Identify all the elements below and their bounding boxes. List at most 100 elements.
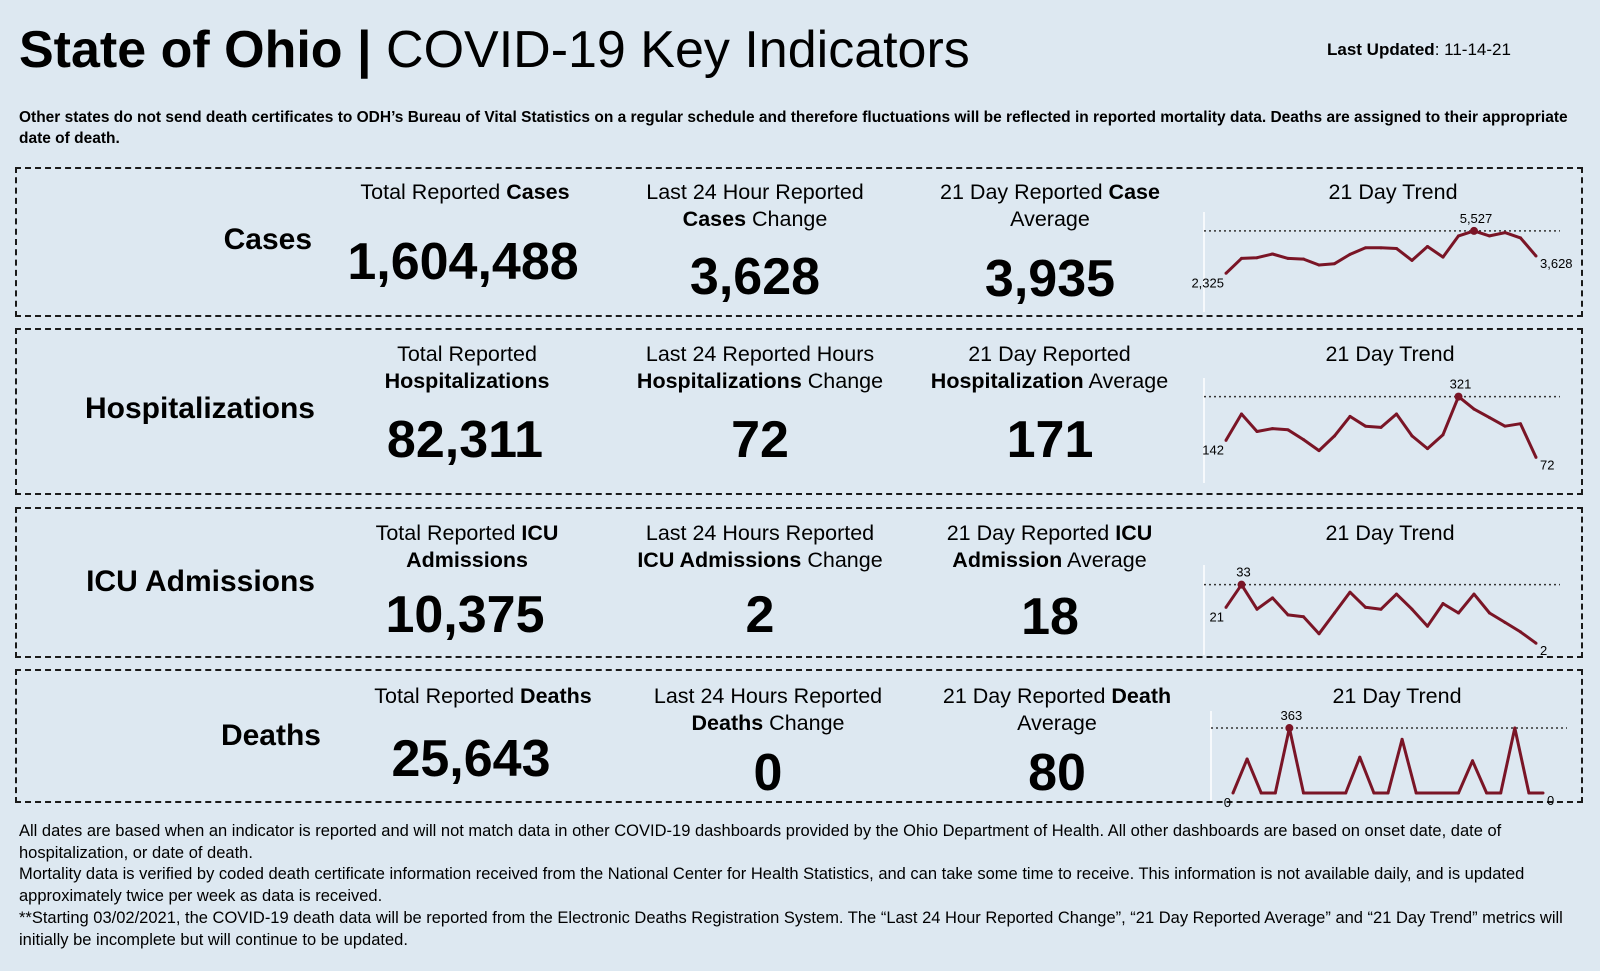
cases-total-heading: Total Reported Cases: [320, 179, 610, 206]
chart-data-point: [1457, 234, 1460, 238]
icu-avg-value: 18: [1021, 588, 1079, 646]
chart-data-point: [1317, 449, 1321, 453]
chart-data-point: [1302, 615, 1305, 619]
chart-data-point: [1503, 424, 1507, 428]
deaths-total-heading: Total Reported Deaths: [328, 683, 638, 710]
cases-total-value: 1,604,488: [347, 233, 579, 291]
chart-data-point: [1395, 246, 1398, 250]
hosp-avg-heading-post: Average: [1083, 369, 1169, 393]
last-updated-label: Last Updated: [1327, 40, 1435, 59]
chart-max-label: 5,527: [1460, 211, 1493, 226]
chart-data-point: [1224, 605, 1228, 609]
deaths-change-heading: Last 24 Hours Reported Deaths Change: [618, 683, 918, 737]
deaths-avg-heading-l2: Average: [1017, 711, 1097, 735]
chart-data-point: [1441, 602, 1445, 606]
icu-label: ICU Admissions: [86, 565, 315, 598]
hosp-change-heading-bold: Hospitalizations: [636, 369, 802, 393]
chart-data-point: [1426, 624, 1429, 628]
chart-data-point: [1395, 412, 1398, 416]
chart-data-point: [1503, 231, 1507, 235]
chart-data-point: [1316, 791, 1320, 795]
deaths-panel: Deaths Total Reported Deaths 25,643 Last…: [15, 669, 1583, 810]
chart-data-point: [1344, 791, 1348, 795]
chart-max-marker: [1470, 226, 1478, 235]
chart-data-point: [1488, 611, 1491, 615]
cases-change-heading-post: Change: [746, 207, 828, 231]
deaths-total-value: 25,643: [391, 730, 551, 788]
chart-data-point: [1255, 430, 1259, 434]
hosp-avg-heading: 21 Day Reported Hospitalization Average: [897, 341, 1202, 395]
last-updated-value: : 11-14-21: [1434, 40, 1511, 59]
chart-data-point: [1240, 256, 1243, 260]
footer-note-edrs: **Starting 03/02/2021, the COVID-19 deat…: [19, 908, 1563, 949]
icu-avg-heading-bold: ICU: [1115, 521, 1153, 545]
hosp-change-heading-l1: Last 24 Reported Hours: [645, 342, 875, 366]
chart-data-point: [1395, 592, 1398, 596]
deaths-avg-value: 80: [1028, 744, 1086, 802]
deaths-avg-heading-text: 21 Day Reported: [942, 684, 1112, 708]
chart-data-point: [1457, 611, 1460, 615]
cases-change-value: 3,628: [689, 248, 821, 306]
chart-data-point: [1224, 438, 1228, 442]
chart-data-point: [1472, 407, 1476, 411]
hosp-change-heading: Last 24 Reported Hours Hospitalizations …: [610, 341, 910, 395]
chart-data-point: [1379, 607, 1383, 611]
chart-max-marker: [1454, 392, 1463, 401]
chart-data-point: [1414, 791, 1418, 795]
chart-data-point: [1348, 590, 1352, 594]
deaths-change-heading-bold: Deaths: [691, 711, 764, 735]
footer-note-mortality: Mortality data is verified by coded deat…: [19, 865, 1525, 906]
chart-data-point: [1224, 271, 1228, 275]
chart-last-label: 3,628: [1540, 256, 1573, 271]
chart-data-point: [1333, 611, 1336, 615]
chart-data-point: [1273, 791, 1277, 795]
chart-data-point: [1271, 427, 1274, 431]
icu-change-heading-post: Change: [801, 548, 883, 572]
icu-total-heading-text: Total Reported: [375, 521, 522, 545]
chart-data-point: [1358, 755, 1362, 759]
chart-data-point: [1527, 791, 1531, 795]
footer-note-dates: All dates are based when an indicator is…: [19, 822, 1502, 862]
chart-data-point: [1541, 791, 1545, 795]
chart-data-point: [1534, 641, 1538, 645]
chart-data-point: [1519, 630, 1522, 634]
chart-data-point: [1472, 592, 1476, 596]
icu-total-heading: Total Reported ICU Admissions: [322, 520, 612, 574]
chart-data-point: [1513, 726, 1517, 730]
chart-max-label: 321: [1450, 377, 1472, 392]
icu-avg-heading-bold2: Admission: [952, 548, 1063, 572]
cases-avg-heading-text: 21 Day Reported: [940, 180, 1109, 204]
hosp-total-heading-l1: Total Reported: [397, 342, 537, 366]
cases-avg-heading-l2: Average: [1010, 207, 1090, 231]
deaths-total-heading-bold: Deaths: [520, 684, 592, 708]
chart-data-point: [1364, 605, 1367, 609]
icu-trend-heading: 21 Day Trend: [1325, 521, 1455, 545]
chart-data-point: [1410, 607, 1414, 611]
chart-series-line: [1231, 726, 1543, 795]
hosp-total-heading-bold: Hospitalizations: [384, 369, 550, 393]
chart-data-point: [1245, 757, 1249, 761]
chart-data-point: [1271, 596, 1274, 600]
page-title: State of Ohio | COVID-19 Key Indicators: [19, 20, 970, 80]
chart-data-point: [1519, 236, 1522, 240]
chart-first-label: 2,325: [1191, 275, 1224, 290]
icu-change-heading-bold: ICU Admissions: [637, 548, 802, 572]
chart-data-point: [1471, 759, 1475, 763]
cases-label: Cases: [223, 223, 312, 256]
chart-data-point: [1441, 255, 1445, 259]
hosp-total-value: 82,311: [386, 411, 544, 469]
chart-data-point: [1426, 447, 1429, 451]
chart-data-point: [1488, 416, 1491, 420]
chart-data-point: [1255, 256, 1259, 260]
hosp-trend-chart: 142 321 72: [1202, 377, 1560, 483]
mortality-note: Other states do not send death certifica…: [19, 109, 1568, 147]
icu-panel: ICU Admissions Total Reported ICU Admiss…: [15, 507, 1583, 658]
chart-data-point: [1519, 422, 1522, 426]
chart-data-point: [1302, 257, 1305, 261]
chart-data-point: [1442, 791, 1446, 795]
title-subject: COVID-19 Key Indicators: [386, 21, 970, 79]
chart-data-point: [1456, 791, 1460, 795]
hosp-avg-heading-bold: Hospitalization: [930, 369, 1084, 393]
chart-data-point: [1379, 425, 1383, 429]
chart-last-label: 72: [1540, 457, 1554, 472]
